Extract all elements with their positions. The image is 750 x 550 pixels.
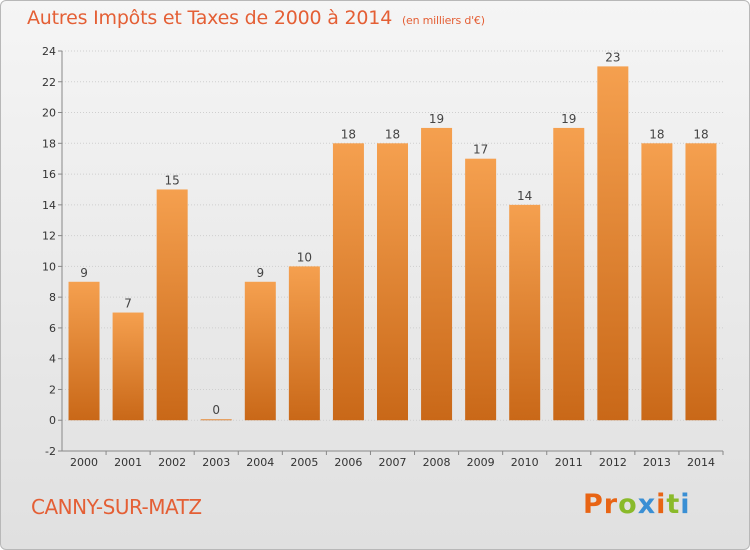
bar-value-label: 9 [256,266,264,280]
logo-letter: o [618,489,638,520]
bar [377,143,408,421]
y-tick-label: 16 [42,168,56,181]
bar-value-label: 18 [385,127,400,141]
bar [685,143,717,421]
bar-value-label: 14 [517,189,532,203]
bar [421,127,453,421]
bar-value-label: 18 [693,127,708,141]
proxiti-logo: Proxiti [583,489,691,520]
y-tick-label: 12 [42,230,56,243]
y-tick-label: 8 [49,291,56,304]
commune-name: CANNY-SUR-MATZ [31,495,202,519]
y-tick-label: -2 [45,445,56,458]
bar-value-label: 7 [124,297,132,311]
y-tick-label: 10 [42,260,56,273]
bar-value-label: 18 [649,127,664,141]
x-tick-label: 2006 [334,456,362,469]
x-tick-label: 2012 [599,456,627,469]
bar [156,189,188,421]
x-tick-label: 2007 [379,456,407,469]
bar [553,127,585,421]
logo-letter: x [637,489,657,520]
logo-letter: i [680,489,691,520]
y-tick-label: 20 [42,107,56,120]
y-tick-label: 22 [42,76,56,89]
x-tick-label: 2009 [467,456,495,469]
bar [597,66,629,421]
y-tick-label: 4 [49,353,56,366]
x-tick-label: 2003 [202,456,230,469]
x-tick-label: 2008 [423,456,451,469]
logo-letter: P [583,489,604,520]
y-tick-label: 0 [49,414,56,427]
y-tick-label: 2 [49,383,56,396]
bar-value-label: 10 [297,250,312,264]
bar [509,204,541,421]
bar-value-label: 19 [561,112,576,126]
logo-letter: t [666,489,681,520]
bar [244,281,276,421]
chart-title: Autres Impôts et Taxes de 2000 à 2014 (e… [27,7,485,29]
bar-value-label: 17 [473,143,488,157]
bar [112,312,144,421]
x-tick-label: 2002 [158,456,186,469]
bar [641,143,673,421]
x-tick-label: 2005 [290,456,318,469]
y-tick-label: 24 [42,45,56,58]
logo-letter: r [603,489,619,520]
bar-value-label: 9 [80,266,88,280]
x-tick-label: 2014 [687,456,715,469]
chart-title-text: Autres Impôts et Taxes de 2000 à 2014 [27,7,393,29]
y-tick-label: 14 [42,199,56,212]
x-tick-label: 2001 [114,456,142,469]
logo-letter: i [656,489,667,520]
x-tick-label: 2010 [511,456,539,469]
bar-value-label: 19 [429,112,444,126]
x-tick-label: 2004 [246,456,274,469]
bar [200,419,232,421]
bar [332,143,364,421]
bar [465,158,497,421]
y-tick-label: 18 [42,137,56,150]
bar [68,281,100,421]
bar-value-label: 23 [605,50,620,64]
x-tick-label: 2000 [70,456,98,469]
y-tick-label: 6 [49,322,56,335]
x-tick-label: 2011 [555,456,583,469]
bar-value-label: 15 [165,173,180,187]
bar [288,266,320,421]
bar-value-label: 0 [212,403,220,417]
chart-unit: (en milliers d'€) [401,14,485,27]
x-tick-label: 2013 [643,456,671,469]
bar-value-label: 18 [341,127,356,141]
